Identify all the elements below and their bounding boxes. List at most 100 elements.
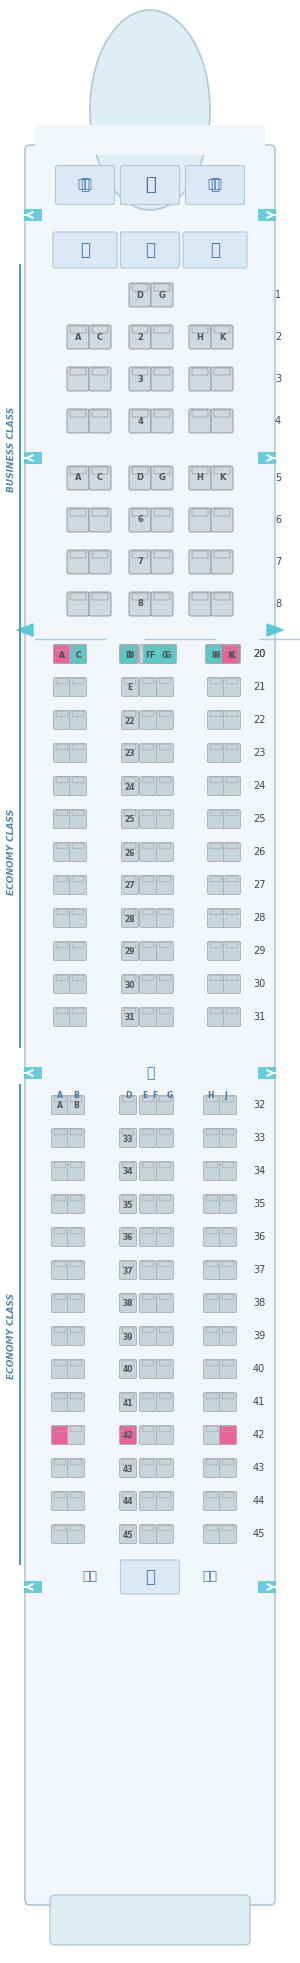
FancyBboxPatch shape [142, 1360, 154, 1366]
Text: 🥤: 🥤 [145, 177, 155, 194]
FancyBboxPatch shape [220, 1260, 236, 1280]
FancyBboxPatch shape [208, 646, 220, 652]
Text: 25: 25 [253, 815, 266, 824]
FancyBboxPatch shape [53, 644, 70, 663]
FancyBboxPatch shape [157, 1294, 173, 1313]
FancyBboxPatch shape [70, 1162, 82, 1168]
FancyBboxPatch shape [159, 646, 171, 652]
FancyBboxPatch shape [70, 677, 86, 697]
FancyBboxPatch shape [142, 1492, 154, 1498]
FancyBboxPatch shape [54, 1459, 66, 1464]
FancyBboxPatch shape [70, 744, 86, 762]
FancyBboxPatch shape [124, 744, 136, 750]
FancyBboxPatch shape [210, 844, 222, 848]
FancyBboxPatch shape [222, 1427, 234, 1431]
FancyBboxPatch shape [189, 550, 211, 573]
FancyBboxPatch shape [122, 646, 134, 652]
FancyBboxPatch shape [35, 126, 265, 155]
FancyBboxPatch shape [151, 367, 173, 391]
FancyBboxPatch shape [224, 942, 241, 960]
FancyBboxPatch shape [151, 326, 173, 349]
FancyBboxPatch shape [220, 1360, 236, 1378]
FancyBboxPatch shape [154, 508, 170, 516]
FancyBboxPatch shape [142, 1095, 154, 1101]
FancyBboxPatch shape [210, 976, 222, 982]
FancyBboxPatch shape [140, 1294, 157, 1313]
FancyBboxPatch shape [56, 777, 68, 783]
FancyBboxPatch shape [157, 909, 173, 927]
FancyBboxPatch shape [68, 1392, 85, 1411]
FancyBboxPatch shape [140, 1227, 157, 1247]
FancyBboxPatch shape [140, 1162, 157, 1180]
FancyBboxPatch shape [224, 809, 241, 828]
FancyBboxPatch shape [53, 777, 70, 795]
FancyBboxPatch shape [140, 1129, 157, 1148]
FancyBboxPatch shape [54, 1525, 66, 1531]
FancyBboxPatch shape [183, 232, 247, 269]
FancyBboxPatch shape [119, 1260, 136, 1280]
FancyBboxPatch shape [226, 844, 238, 848]
Text: 26: 26 [253, 846, 266, 858]
FancyBboxPatch shape [159, 875, 171, 881]
FancyBboxPatch shape [119, 1525, 136, 1543]
Text: 35: 35 [253, 1199, 266, 1209]
FancyBboxPatch shape [203, 1425, 220, 1445]
FancyBboxPatch shape [157, 744, 173, 762]
Text: ECONOMY CLASS: ECONOMY CLASS [8, 809, 16, 895]
FancyBboxPatch shape [52, 1195, 68, 1213]
FancyBboxPatch shape [208, 744, 224, 762]
FancyBboxPatch shape [159, 1394, 171, 1400]
FancyBboxPatch shape [54, 1492, 66, 1498]
Text: 43: 43 [123, 1464, 133, 1474]
FancyBboxPatch shape [157, 974, 173, 993]
FancyBboxPatch shape [68, 1260, 85, 1280]
FancyBboxPatch shape [53, 842, 70, 862]
FancyBboxPatch shape [122, 875, 139, 895]
FancyBboxPatch shape [70, 1427, 82, 1431]
Text: K: K [229, 650, 235, 660]
FancyBboxPatch shape [142, 844, 154, 848]
Text: 3: 3 [137, 375, 143, 383]
FancyBboxPatch shape [159, 942, 171, 948]
FancyBboxPatch shape [119, 1195, 136, 1213]
FancyBboxPatch shape [258, 208, 276, 222]
Text: H: H [207, 1091, 213, 1099]
FancyBboxPatch shape [132, 593, 148, 601]
FancyBboxPatch shape [52, 1162, 68, 1180]
FancyBboxPatch shape [189, 326, 211, 349]
FancyBboxPatch shape [54, 1095, 66, 1101]
FancyBboxPatch shape [203, 1260, 220, 1280]
FancyBboxPatch shape [72, 744, 84, 750]
Text: 28: 28 [125, 915, 135, 923]
FancyBboxPatch shape [68, 1129, 85, 1148]
FancyBboxPatch shape [221, 644, 239, 663]
FancyBboxPatch shape [159, 811, 171, 817]
FancyBboxPatch shape [210, 744, 222, 750]
FancyBboxPatch shape [222, 1360, 234, 1366]
FancyBboxPatch shape [210, 777, 222, 783]
FancyBboxPatch shape [124, 875, 136, 881]
Text: 30: 30 [125, 980, 135, 989]
Text: D: D [136, 291, 143, 300]
FancyBboxPatch shape [192, 326, 208, 334]
FancyBboxPatch shape [122, 842, 139, 862]
FancyBboxPatch shape [70, 1195, 82, 1201]
FancyBboxPatch shape [210, 711, 222, 716]
FancyBboxPatch shape [142, 942, 154, 948]
Text: K: K [219, 332, 225, 342]
FancyBboxPatch shape [214, 326, 230, 334]
FancyBboxPatch shape [140, 1525, 157, 1543]
FancyBboxPatch shape [89, 326, 111, 349]
FancyBboxPatch shape [157, 942, 173, 960]
FancyBboxPatch shape [70, 1095, 82, 1101]
FancyBboxPatch shape [129, 508, 151, 532]
FancyBboxPatch shape [70, 974, 86, 993]
FancyBboxPatch shape [122, 942, 139, 960]
FancyBboxPatch shape [122, 744, 139, 762]
FancyBboxPatch shape [122, 1129, 134, 1135]
FancyBboxPatch shape [185, 165, 244, 204]
FancyBboxPatch shape [203, 1129, 220, 1148]
Text: 23: 23 [253, 748, 266, 758]
FancyBboxPatch shape [211, 326, 233, 349]
FancyBboxPatch shape [222, 1229, 234, 1235]
